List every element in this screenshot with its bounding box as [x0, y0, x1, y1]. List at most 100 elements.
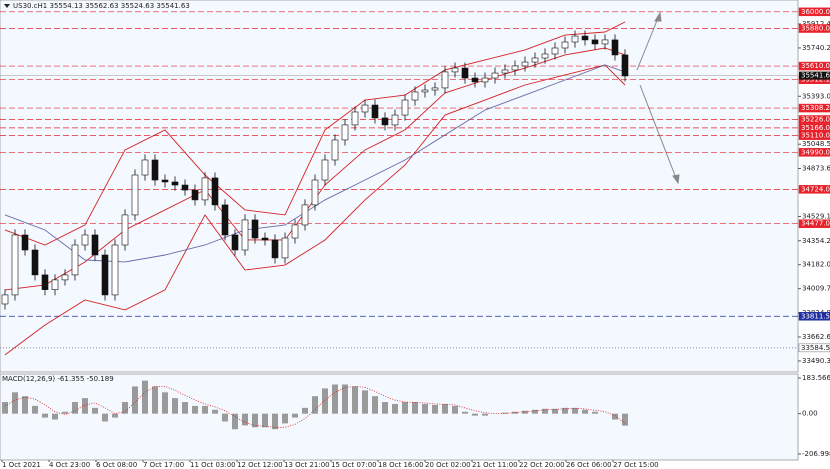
- candle-body: [271, 239, 279, 259]
- macd-bar: [502, 412, 508, 414]
- candle-body: [351, 111, 359, 126]
- candle-body: [61, 274, 69, 281]
- macd-bar: [232, 413, 238, 430]
- candle-body: [231, 234, 239, 251]
- candle-body: [441, 71, 449, 89]
- x-tick-label: 21 Oct 11:00: [472, 461, 518, 469]
- level-label: 34990.00: [801, 148, 830, 156]
- macd-bar: [562, 407, 568, 414]
- macd-bar: [442, 403, 448, 414]
- level-label: 35308.23: [801, 104, 830, 112]
- candle-body: [471, 77, 479, 83]
- indicator-line: [4, 64, 626, 356]
- candle-body: [511, 65, 519, 71]
- level-box: [798, 185, 830, 194]
- candle-body: [341, 124, 349, 141]
- macd-bar: [342, 384, 348, 414]
- x-tick-label: 27 Oct 15:00: [613, 461, 659, 469]
- macd-bar: [122, 402, 128, 414]
- y-tick-label: 34009.75: [802, 285, 830, 293]
- macd-bar: [172, 398, 178, 414]
- candle-body: [91, 234, 99, 256]
- level-label: 35166.00: [801, 124, 830, 132]
- level-label: 34477.00: [801, 220, 830, 228]
- current-price-box: [799, 71, 830, 80]
- macd-bar: [552, 408, 558, 414]
- arrow-head: [654, 11, 662, 22]
- level-label: 35512.12: [801, 76, 830, 84]
- macd-bar: [302, 407, 308, 414]
- level-box: [798, 131, 830, 140]
- macd-bar: [432, 404, 438, 414]
- macd-bar: [212, 409, 218, 414]
- y-tick-label: 33490.35: [802, 357, 830, 365]
- macd-bar: [512, 411, 518, 414]
- macd-bar: [92, 407, 98, 414]
- macd-bar: [62, 411, 68, 414]
- candle-body: [101, 254, 109, 296]
- candle-body: [461, 67, 469, 79]
- macd-bar: [322, 388, 328, 414]
- y-tick-label: 35912.45: [802, 20, 830, 28]
- level-label: 33811.50: [801, 312, 830, 320]
- macd-bar: [392, 403, 398, 414]
- candle-body: [211, 177, 219, 206]
- candle-body: [21, 234, 29, 251]
- macd-bar: [402, 402, 408, 414]
- candle-body: [41, 274, 49, 290]
- x-tick-label: 6 Oct 08:00: [96, 461, 137, 469]
- candle-body: [501, 69, 509, 74]
- macd-bar: [152, 386, 158, 414]
- macd-bar: [42, 413, 48, 418]
- candle-body: [1, 294, 9, 305]
- y-tick-label: 35048.55: [802, 140, 830, 148]
- candle-body: [401, 99, 409, 116]
- candle-body: [11, 234, 19, 296]
- macd-bar: [252, 413, 258, 428]
- candle-body: [71, 244, 79, 276]
- level-label: 36000.00: [801, 8, 830, 16]
- candle-body: [221, 204, 229, 236]
- level-label: 35226.00: [801, 116, 830, 124]
- x-tick-label: 26 Oct 06:00: [566, 461, 612, 469]
- macd-tick-label: 183.566: [802, 374, 830, 382]
- candle-body: [361, 104, 369, 113]
- x-tick-label: 20 Oct 02:00: [425, 461, 471, 469]
- level-label: 35610.00: [801, 62, 830, 70]
- candle-body: [611, 39, 619, 56]
- arrow-down: [639, 84, 677, 179]
- macd-bar: [182, 402, 188, 414]
- y-tick-label: 35740.20: [802, 44, 830, 52]
- level-box: [798, 312, 830, 321]
- candle-body: [591, 39, 599, 45]
- macd-bar: [582, 409, 588, 414]
- candle-body: [331, 139, 339, 161]
- macd-bar: [102, 413, 108, 422]
- candle-body: [291, 224, 299, 239]
- macd-bar: [382, 402, 388, 414]
- candle-body: [181, 184, 189, 191]
- macd-bar: [542, 408, 548, 414]
- macd-tick-label: 0.00: [802, 410, 818, 418]
- y-tick-label: 34354.25: [802, 237, 830, 245]
- indicator-line: [4, 21, 626, 246]
- candle-body: [581, 35, 589, 41]
- candle-body: [151, 159, 159, 181]
- macd-bar: [452, 405, 458, 414]
- candle-body: [541, 53, 549, 59]
- candle-body: [281, 237, 289, 259]
- chart-header: US30.cH1 35554.13 35562.63 35524.63 3554…: [13, 2, 190, 10]
- x-tick-label: 12 Oct 12:00: [237, 461, 283, 469]
- y-tick-label: 34529.15: [802, 212, 830, 220]
- macd-bar: [292, 413, 298, 418]
- macd-bar: [282, 413, 288, 424]
- level-box: [798, 61, 830, 71]
- macd-bar: [472, 413, 478, 416]
- level-box: [798, 219, 830, 228]
- candle-body: [371, 104, 379, 119]
- level-box: [798, 343, 830, 353]
- macd-bar: [112, 413, 118, 418]
- macd-bar: [242, 413, 248, 426]
- macd-bar: [192, 405, 198, 414]
